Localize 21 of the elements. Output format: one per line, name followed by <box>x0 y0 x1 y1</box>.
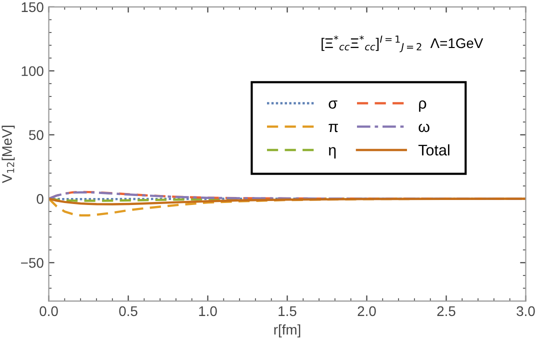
legend-label: π <box>328 124 338 132</box>
y-tick-label: −50 <box>21 258 44 268</box>
y-tick-label: 50 <box>29 130 44 140</box>
x-tick-label: 2.0 <box>358 306 376 316</box>
y-tick-label: 0 <box>36 194 44 204</box>
x-tick-label: 0.0 <box>40 306 58 316</box>
x-tick-label: 2.5 <box>437 306 456 316</box>
x-tick-label: 3.0 <box>516 306 535 316</box>
x-tick-label: 1.0 <box>199 306 217 316</box>
legend-label: Total <box>418 144 450 156</box>
y-tick-label: 100 <box>22 66 44 76</box>
y-axis-title: V$_{12}$[MeV] <box>2 126 15 184</box>
x-tick-label: 0.5 <box>119 306 138 316</box>
legend-label: ω <box>418 124 430 132</box>
y-tick-label: 150 <box>22 2 44 12</box>
legend-label: σ <box>328 100 338 109</box>
text: [Ξ$^{*}$$_{cc}$Ξ$^{*}$$_{cc}$]$^{I=1}$$_{J=2}$ Λ=1GeV <box>322 35 484 52</box>
legend-label: ρ <box>419 100 426 112</box>
x-axis-title: r[fm] <box>274 324 300 338</box>
legend-label: η <box>328 147 336 159</box>
x-tick-label: 1.5 <box>278 306 296 316</box>
